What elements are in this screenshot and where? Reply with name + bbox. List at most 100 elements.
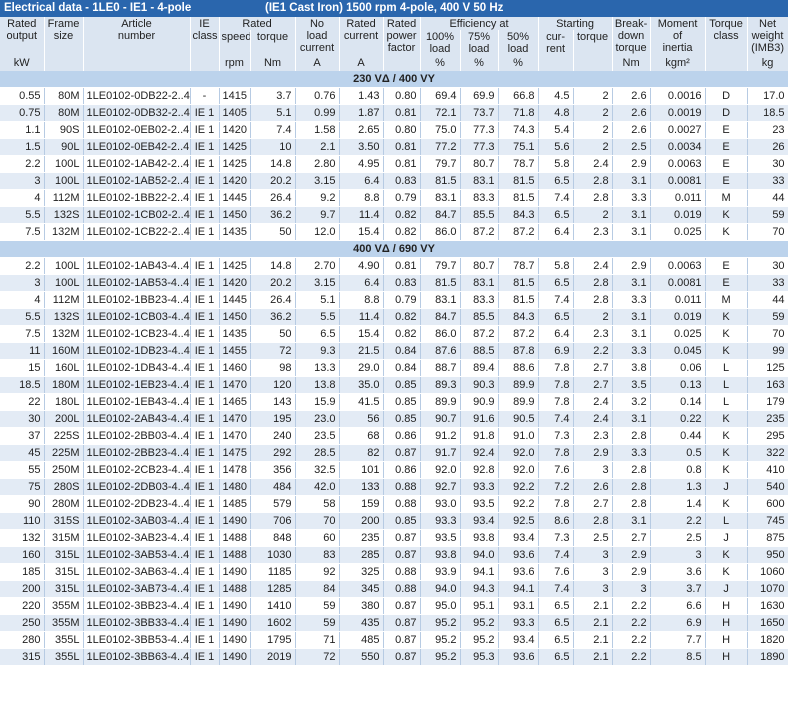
cell: 20.2	[250, 274, 296, 292]
cell: K	[705, 308, 748, 326]
cell: 1LE0102-3BB53-4..4	[83, 631, 191, 649]
cell: 92.2	[498, 478, 539, 496]
cell: 1650	[747, 614, 788, 632]
cell: K	[705, 427, 748, 445]
cell: 2.8	[573, 189, 613, 207]
header-text: 75%	[468, 31, 491, 43]
cell: 84.7	[420, 206, 461, 224]
data-row: 2.2 100L 1LE0102-1AB43-4..4 IE 1 1425 14.8 2.7…	[0, 257, 788, 275]
cell: 2.65	[339, 121, 384, 139]
cell: 72.1	[420, 104, 461, 122]
cell: 92.5	[498, 512, 539, 530]
cell: K	[705, 223, 748, 241]
cell: J	[705, 478, 748, 496]
cell: 0.85	[383, 376, 421, 394]
cell: 3	[0, 274, 45, 292]
cell: 355M	[44, 614, 84, 632]
cell: 4.8	[538, 104, 574, 122]
cell: 0.81	[383, 138, 421, 156]
cell: 15.9	[295, 393, 340, 411]
cell: 1425	[219, 138, 251, 156]
cell: 81.5	[498, 274, 539, 292]
cell: 0.85	[383, 393, 421, 411]
head-row: Rated output Frame size Article number IE class…	[0, 17, 788, 55]
cell: 0.025	[650, 325, 706, 343]
cell: 200	[0, 580, 45, 598]
cell: 87.2	[460, 325, 499, 343]
cell: 0.5	[650, 444, 706, 462]
cell: 3	[650, 546, 706, 564]
cell: 3.1	[612, 206, 651, 224]
header-text: IE	[199, 18, 210, 30]
header-cell: speed	[219, 30, 251, 55]
cell: 50	[250, 223, 296, 241]
cell: IE 1	[190, 206, 220, 224]
cell: 0.80	[383, 121, 421, 139]
cell: 11	[0, 342, 45, 360]
cell: 69.9	[460, 87, 499, 105]
data-row: 4 112M 1LE0102-1BB22-2..4 IE 1 1445 26.4 9.2 8.…	[0, 189, 788, 207]
cell: 1.5	[0, 138, 45, 156]
cell: 93.4	[460, 512, 499, 530]
cell: 1420	[219, 121, 251, 139]
cell: 0.88	[383, 580, 421, 598]
cell: 89.9	[420, 393, 461, 411]
header-text: Moment	[657, 18, 698, 30]
cell: IE 1	[190, 529, 220, 547]
cell: 0.0034	[650, 138, 706, 156]
cell: 60	[295, 529, 340, 547]
cell: 7.5	[0, 325, 45, 343]
cell: 2.2	[612, 597, 651, 615]
cell: L	[705, 512, 748, 530]
cell: 6.5	[538, 648, 574, 666]
cell: IE 1	[190, 189, 220, 207]
cell: 1602	[250, 614, 296, 632]
cell: 1455	[219, 342, 251, 360]
cell: 2.9	[612, 546, 651, 564]
cell: K	[705, 206, 748, 224]
cell: 240	[250, 427, 296, 445]
cell: 1415	[219, 87, 251, 105]
cell: 11.4	[339, 308, 384, 326]
cell: 1485	[219, 495, 251, 513]
cell: 2.70	[295, 257, 340, 275]
cell: IE 1	[190, 393, 220, 411]
cell: 36.2	[250, 308, 296, 326]
header-text: Break-	[614, 18, 648, 30]
cell: 355L	[44, 648, 84, 666]
cell: 86.0	[420, 325, 461, 343]
cell: 100L	[44, 257, 84, 275]
data-row: 220 355M 1LE0102-3BB23-4..4 IE 1 1490 1410 59 3…	[0, 597, 788, 615]
cell: 579	[250, 495, 296, 513]
cell: J	[705, 580, 748, 598]
cell: 83.3	[460, 189, 499, 207]
unit-cell: %	[460, 55, 499, 71]
cell: 3.7	[250, 87, 296, 105]
cell: 1LE0102-3AB63-4..4	[83, 563, 191, 581]
cell: 92.8	[460, 461, 499, 479]
cell: 84.7	[420, 308, 461, 326]
header-cell: IE class	[190, 17, 220, 55]
cell: 143	[250, 393, 296, 411]
header-cell: Article number	[83, 17, 191, 55]
cell: 1LE0102-2DB23-4..4	[83, 495, 191, 513]
header-text: class	[192, 30, 218, 42]
cell: 0.81	[383, 257, 421, 275]
data-row: 15 160L 1LE0102-1DB43-4..4 IE 1 1460 98 13.3 29…	[0, 359, 788, 377]
cell: 0.81	[383, 155, 421, 173]
cell: 2.6	[612, 121, 651, 139]
cell: 0.0063	[650, 155, 706, 173]
section-row: 230 VΔ / 400 VY	[0, 71, 788, 88]
header-cell: torque	[250, 30, 296, 55]
cell: IE 1	[190, 597, 220, 615]
cell: 99	[747, 342, 788, 360]
header-text: load	[306, 30, 328, 42]
cell: 0.86	[383, 427, 421, 445]
cell: 3.2	[612, 393, 651, 411]
cell: 92.4	[460, 444, 499, 462]
cell: 285	[339, 546, 384, 564]
cell: 95.1	[460, 597, 499, 615]
cell: 2	[573, 206, 613, 224]
header-text: size	[53, 30, 74, 42]
header-text: torque	[256, 31, 289, 43]
